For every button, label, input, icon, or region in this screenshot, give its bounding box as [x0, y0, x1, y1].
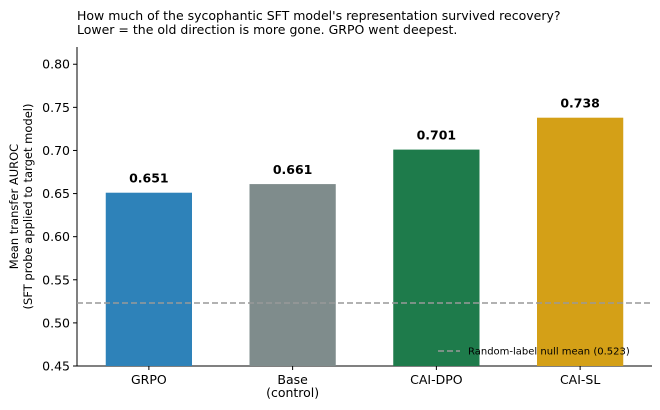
title-line-1: How much of the sycophantic SFT model's … — [77, 8, 561, 23]
y-tick-label: 0.80 — [42, 57, 70, 72]
y-axis-label-line-2: (SFT probe applied to target model) — [21, 104, 35, 310]
bar-3 — [537, 117, 624, 366]
y-axis-label-line-1: Mean transfer AUROC — [7, 144, 21, 269]
x-tick-label: CAI-DPO — [410, 372, 463, 387]
bar-0 — [105, 192, 192, 366]
x-tick-label: GRPO — [131, 372, 167, 387]
y-tick-label: 0.45 — [42, 359, 70, 374]
y-tick-label: 0.75 — [42, 100, 70, 115]
title-line-2: Lower = the old direction is more gone. … — [77, 22, 457, 37]
bar-value-label-2: 0.701 — [417, 128, 457, 143]
bar-value-label-3: 0.738 — [560, 96, 600, 111]
chart-title: How much of the sycophantic SFT model's … — [77, 8, 561, 37]
legend: Random-label null mean (0.523) — [438, 347, 630, 358]
x-tick-label: CAI-SL — [560, 372, 600, 387]
legend-label: Random-label null mean (0.523) — [468, 347, 630, 358]
y-tick-label: 0.60 — [42, 229, 70, 244]
x-axis-ticks: GRPO Base(control) CAI-DPO CAI-SL — [131, 366, 600, 400]
y-tick-label: 0.50 — [42, 315, 70, 330]
y-tick-label: 0.55 — [42, 272, 70, 287]
y-axis-ticks: 0.45 0.50 0.55 0.60 0.65 0.70 0.75 0.80 — [42, 57, 77, 374]
bar-2 — [393, 149, 480, 366]
bar-value-label-1: 0.661 — [273, 162, 313, 177]
bars — [105, 117, 624, 366]
x-tick-label: Base — [277, 372, 308, 387]
bar-value-label-0: 0.651 — [129, 171, 169, 186]
y-tick-label: 0.70 — [42, 143, 70, 158]
x-tick-label: (control) — [266, 385, 319, 400]
y-axis-label: Mean transfer AUROC (SFT probe applied to… — [7, 104, 35, 310]
bar-value-labels: 0.651 0.661 0.701 0.738 — [129, 96, 600, 186]
y-tick-label: 0.65 — [42, 186, 70, 201]
bar-1 — [249, 184, 336, 366]
